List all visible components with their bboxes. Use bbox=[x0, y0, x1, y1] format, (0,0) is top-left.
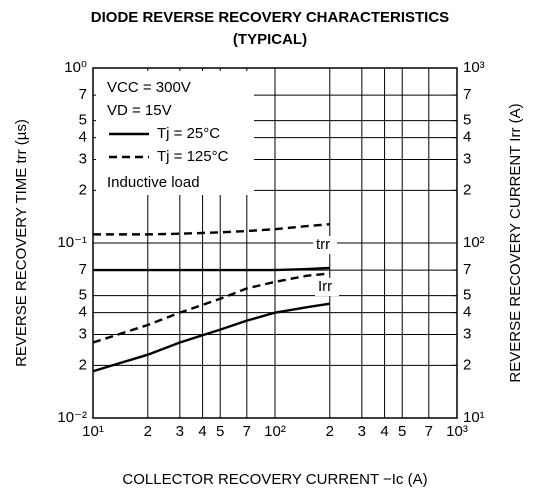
y-tick-label: 7 bbox=[79, 261, 87, 278]
chart-title: DIODE REVERSE RECOVERY CHARACTERISTICS bbox=[91, 9, 449, 26]
series-line bbox=[93, 223, 330, 236]
x-tick-label: 5 bbox=[398, 423, 406, 440]
annotation: Irr bbox=[318, 278, 332, 295]
legend-label: Tj = 125°C bbox=[157, 148, 229, 165]
x-tick-label: 4 bbox=[198, 423, 206, 440]
y-tick-label: 4 bbox=[79, 304, 87, 321]
y-tick-label: 2 bbox=[79, 356, 87, 373]
y-tick-label: 10⁻¹ bbox=[57, 234, 87, 251]
y-tick-label: 5 bbox=[79, 112, 87, 129]
y2-tick-label: 7 bbox=[463, 86, 471, 103]
y2-tick-label: 10² bbox=[463, 234, 485, 251]
y2-tick-label: 5 bbox=[463, 112, 471, 129]
series-line bbox=[93, 266, 330, 272]
y2-tick-label: 2 bbox=[463, 356, 471, 373]
x-axis-label: COLLECTOR RECOVERY CURRENT −Ic (A) bbox=[122, 471, 427, 488]
series-line bbox=[92, 302, 330, 373]
y-tick-label: 3 bbox=[79, 325, 87, 342]
x-tick-label: 10¹ bbox=[82, 423, 104, 440]
y2-tick-label: 3 bbox=[463, 325, 471, 342]
x-tick-label: 2 bbox=[144, 423, 152, 440]
y-tick-label: 7 bbox=[79, 86, 87, 103]
y2-tick-label: 2 bbox=[463, 181, 471, 198]
x-tick-label: 7 bbox=[243, 423, 251, 440]
x-tick-label: 10² bbox=[264, 423, 286, 440]
label-bg bbox=[315, 278, 339, 296]
y2-tick-label: 10¹ bbox=[463, 409, 485, 426]
plot-frame bbox=[92, 67, 458, 419]
y2-tick-label: 5 bbox=[463, 287, 471, 304]
x-tick-label: 3 bbox=[176, 423, 184, 440]
x-tick-label: 4 bbox=[380, 423, 388, 440]
y2-tick-label: 4 bbox=[463, 129, 471, 146]
x-tick-label: 5 bbox=[216, 423, 224, 440]
y-tick-label: 3 bbox=[79, 150, 87, 167]
x-tick-label: 2 bbox=[326, 423, 334, 440]
x-tick-label: 3 bbox=[358, 423, 366, 440]
series-line bbox=[92, 272, 330, 344]
annotation: VCC = 300V bbox=[107, 79, 191, 96]
annotation: Inductive load bbox=[107, 174, 200, 191]
y2-tick-label: 3 bbox=[463, 150, 471, 167]
y2-tick-label: 7 bbox=[463, 261, 471, 278]
y-tick-label: 10⁻² bbox=[57, 409, 87, 426]
y-tick-label: 10⁰ bbox=[64, 59, 87, 76]
y-tick-label: 4 bbox=[79, 129, 87, 146]
x-tick-label: 10³ bbox=[446, 423, 468, 440]
y2-axis-label: REVERSE RECOVERY CURRENT Irr (A) bbox=[507, 103, 524, 382]
label-bg bbox=[313, 236, 337, 254]
y-tick-label: 2 bbox=[79, 181, 87, 198]
y-tick-label: 5 bbox=[79, 287, 87, 304]
annotation: VD = 15V bbox=[107, 102, 172, 119]
y-axis-label: REVERSE RECOVERY TIME trr (µs) bbox=[13, 119, 30, 367]
annotation: trr bbox=[316, 236, 330, 253]
y2-tick-label: 10³ bbox=[463, 59, 485, 76]
x-tick-label: 7 bbox=[425, 423, 433, 440]
y2-tick-label: 4 bbox=[463, 304, 471, 321]
chart-subtitle: (TYPICAL) bbox=[233, 31, 307, 48]
legend-label: Tj = 25°C bbox=[157, 125, 220, 142]
